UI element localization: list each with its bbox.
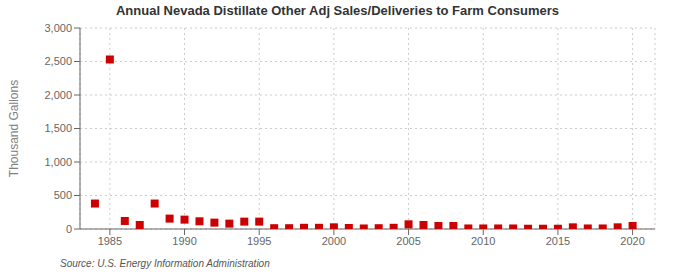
svg-text:2,000: 2,000 [44,89,72,101]
svg-text:2,500: 2,500 [44,55,72,67]
svg-text:2005: 2005 [396,235,420,247]
svg-text:1990: 1990 [172,235,196,247]
svg-text:1,000: 1,000 [44,156,72,168]
html-text:Annual Nevada Distillate Other: Annual Nevada Distillate Other Adj Sales… [115,3,559,18]
html-text:Source: U.S. Energy Informatio: Source: U.S. Energy Information Administ… [60,258,270,269]
svg-text:2015: 2015 [546,235,570,247]
svg-text:0: 0 [66,223,72,235]
svg-text:2000: 2000 [322,235,346,247]
svg-text:3,000: 3,000 [44,22,72,34]
svg-text:1995: 1995 [247,235,271,247]
svg-text:Thousand Gallons: Thousand Gallons [8,80,21,177]
svg-text:2010: 2010 [471,235,495,247]
svg-text:1,500: 1,500 [44,122,72,134]
svg-text:500: 500 [54,189,72,201]
svg-text:1985: 1985 [98,235,122,247]
svg-text:2020: 2020 [620,235,644,247]
